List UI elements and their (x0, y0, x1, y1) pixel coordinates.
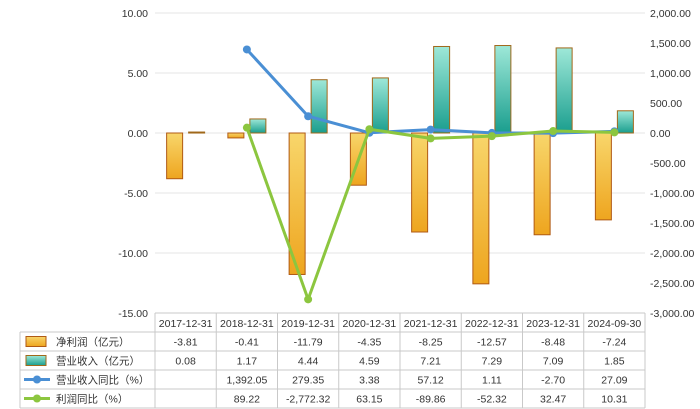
data-label: 279.35 (292, 375, 324, 387)
bar-revenue (433, 45, 451, 134)
x-tick-label: 2021-12-31 (404, 318, 458, 330)
bar-net-profit (594, 132, 612, 221)
legend-label: 营业收入（亿元） (56, 355, 140, 368)
point-profit-yoy (487, 132, 496, 141)
bar-net-profit (166, 132, 184, 180)
data-label: -12.57 (477, 337, 507, 349)
data-label: 57.12 (417, 375, 443, 387)
data-label: -8.25 (419, 337, 443, 349)
bar-net-profit (227, 132, 245, 139)
data-label: -89.86 (416, 394, 446, 406)
bar-net-profit (472, 132, 490, 285)
data-label: -8.48 (541, 337, 565, 349)
data-label: 63.15 (356, 394, 382, 406)
right-axis-tick-label: -500.00 (650, 158, 686, 170)
right-axis-tick-label: 500.00 (650, 98, 682, 110)
point-profit-yoy (610, 128, 619, 137)
point-profit-yoy (242, 123, 251, 132)
bar-revenue (616, 110, 634, 134)
point-revenue-yoy (426, 125, 435, 134)
data-label: -7.24 (602, 337, 626, 349)
x-tick-label: 2020-12-31 (343, 318, 397, 330)
data-label: 10.31 (601, 394, 627, 406)
legend-key-marker (33, 394, 41, 403)
data-label: 7.21 (420, 356, 441, 368)
data-label: 1,392.05 (226, 375, 267, 387)
right-axis-tick-label: -1,000.00 (650, 188, 695, 200)
data-label: 1.11 (482, 375, 502, 387)
legend-label: 营业收入同比（%） (56, 374, 149, 387)
data-label: 4.44 (298, 356, 319, 368)
right-axis-tick-label: -2,500.00 (650, 278, 695, 290)
right-axis-tick-label: 1,000.00 (650, 68, 691, 80)
data-label: 1.17 (237, 356, 258, 368)
legend-label: 净利润（亿元） (56, 336, 130, 349)
data-label: 4.59 (359, 356, 380, 368)
data-label: 89.22 (234, 394, 260, 406)
data-label: -2,772.32 (286, 394, 331, 406)
x-tick-label: 2023-12-31 (526, 318, 580, 330)
point-profit-yoy (549, 127, 558, 136)
right-axis-tick-label: 0.00 (650, 128, 671, 140)
bar-net-profit (533, 132, 551, 236)
bar-revenue (188, 131, 206, 134)
left-axis-tick-label: -10.00 (118, 248, 148, 260)
left-axis-tick-label: 5.00 (128, 68, 149, 80)
left-axis-tick-label: -5.00 (124, 188, 148, 200)
legend-key (25, 355, 47, 366)
point-profit-yoy (426, 134, 435, 143)
x-tick-label: 2024-09-30 (588, 318, 642, 330)
point-profit-yoy (304, 295, 313, 304)
point-revenue-yoy (242, 45, 251, 54)
data-label: 27.09 (601, 375, 627, 387)
right-axis-tick-label: 2,000.00 (650, 8, 691, 20)
point-revenue-yoy (304, 112, 313, 121)
right-axis-tick-label: -2,000.00 (650, 248, 695, 260)
x-tick-label: 2022-12-31 (465, 318, 519, 330)
data-label: 0.08 (175, 356, 196, 368)
legend-label: 利润同比（%） (56, 393, 128, 406)
bar-revenue (494, 45, 512, 134)
right-axis-tick-label: -3,000.00 (650, 308, 695, 320)
x-tick-label: 2019-12-31 (281, 318, 335, 330)
bar-revenue (310, 79, 328, 134)
bar-revenue (555, 47, 573, 134)
data-label: -3.81 (174, 337, 198, 349)
right-axis-tick-label: 1,500.00 (650, 38, 691, 50)
data-label: -2.70 (541, 375, 565, 387)
legend-key-marker (33, 375, 41, 384)
data-label: -52.32 (477, 394, 507, 406)
bar-net-profit (288, 132, 306, 275)
left-axis-tick-label: 10.00 (122, 8, 148, 20)
data-label: -4.35 (357, 337, 381, 349)
left-axis-tick-label: 0.00 (128, 128, 149, 140)
data-label: 1.85 (604, 356, 625, 368)
bar-revenue (371, 77, 389, 134)
data-label: 32.47 (540, 394, 566, 406)
data-label: 3.38 (359, 375, 380, 387)
data-label: 7.09 (543, 356, 564, 368)
legend-key (25, 336, 47, 347)
point-profit-yoy (365, 125, 374, 134)
bar-net-profit (411, 132, 429, 233)
data-label: -11.79 (294, 337, 323, 349)
left-axis-tick-label: -15.00 (118, 308, 148, 320)
x-tick-label: 2017-12-31 (159, 318, 213, 330)
bar-revenue (249, 118, 267, 134)
data-label: -0.41 (235, 337, 259, 349)
data-label: 7.29 (482, 356, 503, 368)
right-axis-tick-label: -1,500.00 (650, 218, 695, 230)
x-tick-label: 2018-12-31 (220, 318, 274, 330)
